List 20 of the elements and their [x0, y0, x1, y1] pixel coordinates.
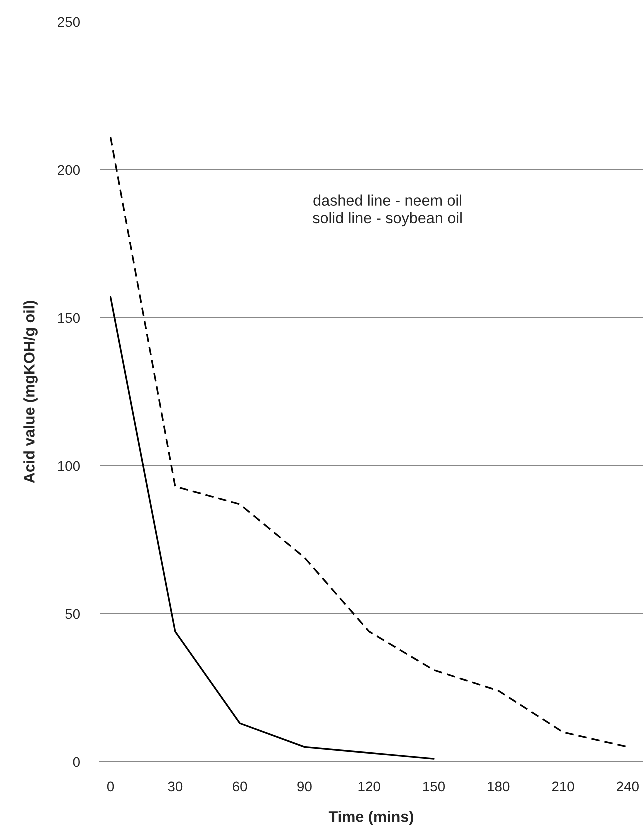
x-tick-label: 120 — [358, 782, 380, 792]
x-tick-label: 90 — [298, 782, 312, 792]
line-series — [110, 136, 629, 748]
x-tick-label: 240 — [617, 782, 639, 792]
x-tick-label: 60 — [233, 782, 248, 792]
y-tick-label: 200 — [58, 165, 80, 176]
y-tick-label: 100 — [58, 461, 80, 472]
y-tick-label: 50 — [66, 609, 80, 620]
y-tick-label: 250 — [58, 17, 80, 28]
y-tick-label: 150 — [58, 313, 80, 324]
x-tick-label: 210 — [552, 782, 574, 792]
y-axis-title: Acid value (mgKOH/g oil) — [24, 301, 38, 484]
x-tick-label: 180 — [488, 782, 510, 792]
x-tick-label: 150 — [423, 782, 446, 792]
x-tick-label: 30 — [168, 782, 183, 792]
annotation: dashed line - neem oil solid line - soybean oil — [313, 194, 462, 227]
line-series — [110, 296, 435, 760]
x-axis-title: Time (mins) — [328, 811, 414, 826]
x-tick-label: 0 — [107, 782, 114, 792]
y-tick-label: 0 — [73, 757, 80, 768]
